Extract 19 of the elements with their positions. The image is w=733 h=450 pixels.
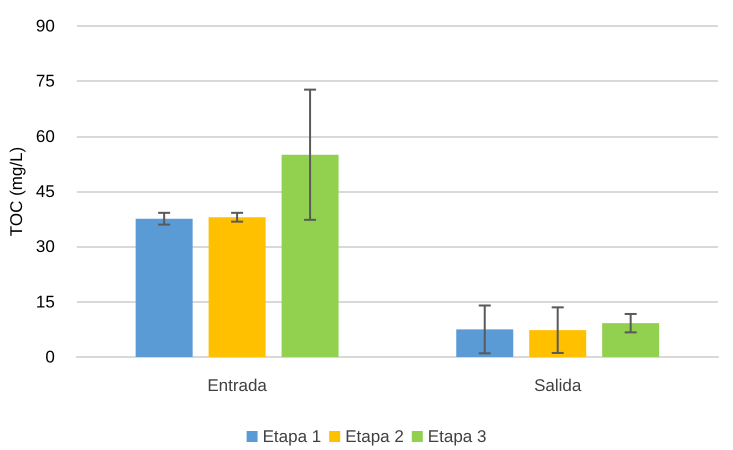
legend-label: Etapa 2 bbox=[345, 427, 404, 446]
y-tick-label: 0 bbox=[45, 348, 55, 366]
bar bbox=[282, 154, 339, 357]
y-tick-label: 75 bbox=[36, 72, 55, 91]
bar bbox=[602, 323, 660, 357]
bar bbox=[529, 330, 586, 357]
y-tick-label: 60 bbox=[36, 126, 55, 146]
y-axis-title: TOC (mg/L) bbox=[7, 146, 26, 236]
bar bbox=[136, 218, 193, 357]
y-tick-label: 30 bbox=[36, 237, 55, 256]
legend-label: Etapa 3 bbox=[428, 427, 486, 446]
x-tick-label: Entrada bbox=[207, 376, 268, 395]
legend-label: Etapa 1 bbox=[262, 427, 322, 446]
bar bbox=[208, 217, 266, 357]
y-tick-label: 45 bbox=[36, 182, 55, 201]
bar bbox=[456, 329, 514, 357]
x-tick-label: Salida bbox=[534, 376, 582, 395]
y-tick-label: 15 bbox=[36, 292, 55, 312]
y-tick-label: 90 bbox=[36, 16, 55, 36]
